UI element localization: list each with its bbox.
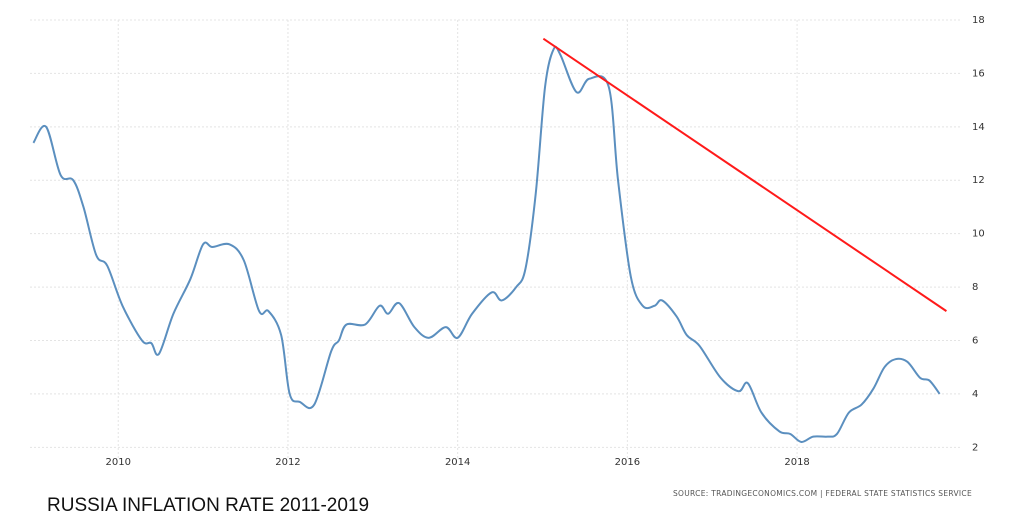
x-tick-label: 2012 — [275, 457, 300, 468]
x-tick-label: 2016 — [615, 457, 640, 468]
y-tick-label: 16 — [972, 68, 985, 79]
y-tick-label: 2 — [972, 442, 978, 453]
x-tick-label: 2010 — [106, 457, 131, 468]
y-tick-label: 14 — [972, 122, 985, 133]
y-tick-label: 6 — [972, 335, 978, 346]
source-note: SOURCE: TRADINGECONOMICS.COM | FEDERAL S… — [673, 489, 972, 498]
y-tick-label: 8 — [972, 282, 978, 293]
y-tick-label: 12 — [972, 175, 985, 186]
y-tick-label: 10 — [972, 229, 985, 240]
x-tick-label: 2014 — [445, 457, 470, 468]
data-line — [32, 45, 941, 443]
y-tick-label: 4 — [972, 389, 978, 400]
chart-title: RUSSIA INFLATION RATE 2011-2019 — [47, 495, 369, 516]
trend-line — [542, 37, 947, 312]
y-tick-label: 18 — [972, 15, 985, 26]
x-tick-label: 2018 — [784, 457, 809, 468]
